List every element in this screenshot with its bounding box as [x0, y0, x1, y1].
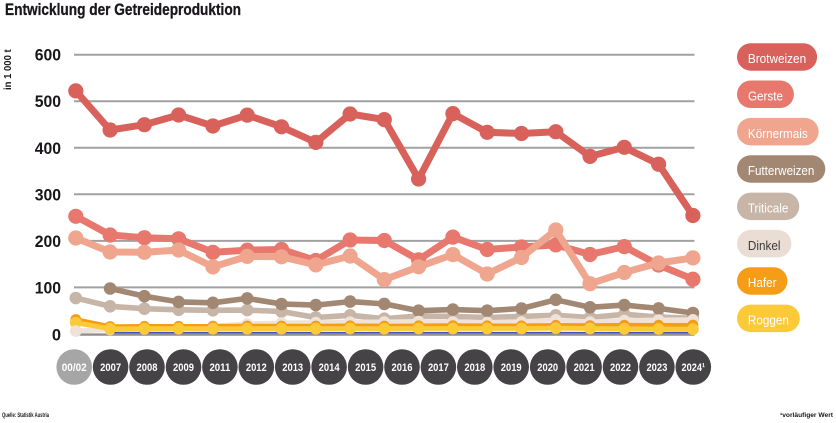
svg-text:2019: 2019: [501, 362, 522, 374]
svg-text:2011: 2011: [209, 362, 230, 374]
svg-text:2023: 2023: [646, 362, 667, 374]
svg-text:200: 200: [35, 233, 61, 251]
svg-text:2021: 2021: [574, 362, 595, 374]
svg-text:2009: 2009: [173, 362, 194, 374]
svg-text:2018: 2018: [464, 362, 485, 374]
svg-text:Roggen: Roggen: [748, 313, 789, 328]
svg-text:2015: 2015: [355, 362, 376, 374]
svg-text:2022: 2022: [610, 362, 631, 374]
svg-text:Brotweizen: Brotweizen: [748, 51, 806, 66]
svg-text:Körnermais: Körnermais: [748, 126, 808, 141]
svg-text:Gerste: Gerste: [748, 89, 783, 104]
svg-text:500: 500: [35, 93, 61, 111]
svg-text:00/02: 00/02: [62, 362, 87, 374]
svg-text:Entwicklung der Getreideproduk: Entwicklung der Getreideproduktion: [5, 1, 241, 19]
svg-text:Hafer: Hafer: [748, 275, 777, 290]
svg-text:2024¹: 2024¹: [682, 362, 706, 374]
svg-text:2007: 2007: [100, 362, 121, 374]
svg-text:Futterweizen: Futterweizen: [748, 163, 815, 178]
svg-text:in 1 000 t: in 1 000 t: [3, 49, 14, 90]
svg-text:2016: 2016: [392, 362, 413, 374]
svg-text:0: 0: [52, 327, 61, 345]
svg-text:2008: 2008: [137, 362, 158, 374]
svg-text:100: 100: [35, 279, 61, 297]
svg-text:300: 300: [35, 186, 61, 204]
svg-text:2014: 2014: [319, 362, 341, 374]
svg-text:2017: 2017: [428, 362, 449, 374]
svg-text:600: 600: [35, 47, 61, 65]
svg-text:Triticale: Triticale: [748, 201, 789, 216]
svg-text:2020: 2020: [537, 362, 558, 374]
svg-text:400: 400: [35, 140, 61, 158]
svg-text:2012: 2012: [246, 362, 267, 374]
svg-text:2013: 2013: [282, 362, 303, 374]
svg-text:Quelle: Statistik Austria: Quelle: Statistik Austria: [2, 412, 49, 419]
svg-text:Dinkel: Dinkel: [748, 238, 781, 253]
svg-text:¹vorläufiger Wert: ¹vorläufiger Wert: [780, 412, 834, 419]
